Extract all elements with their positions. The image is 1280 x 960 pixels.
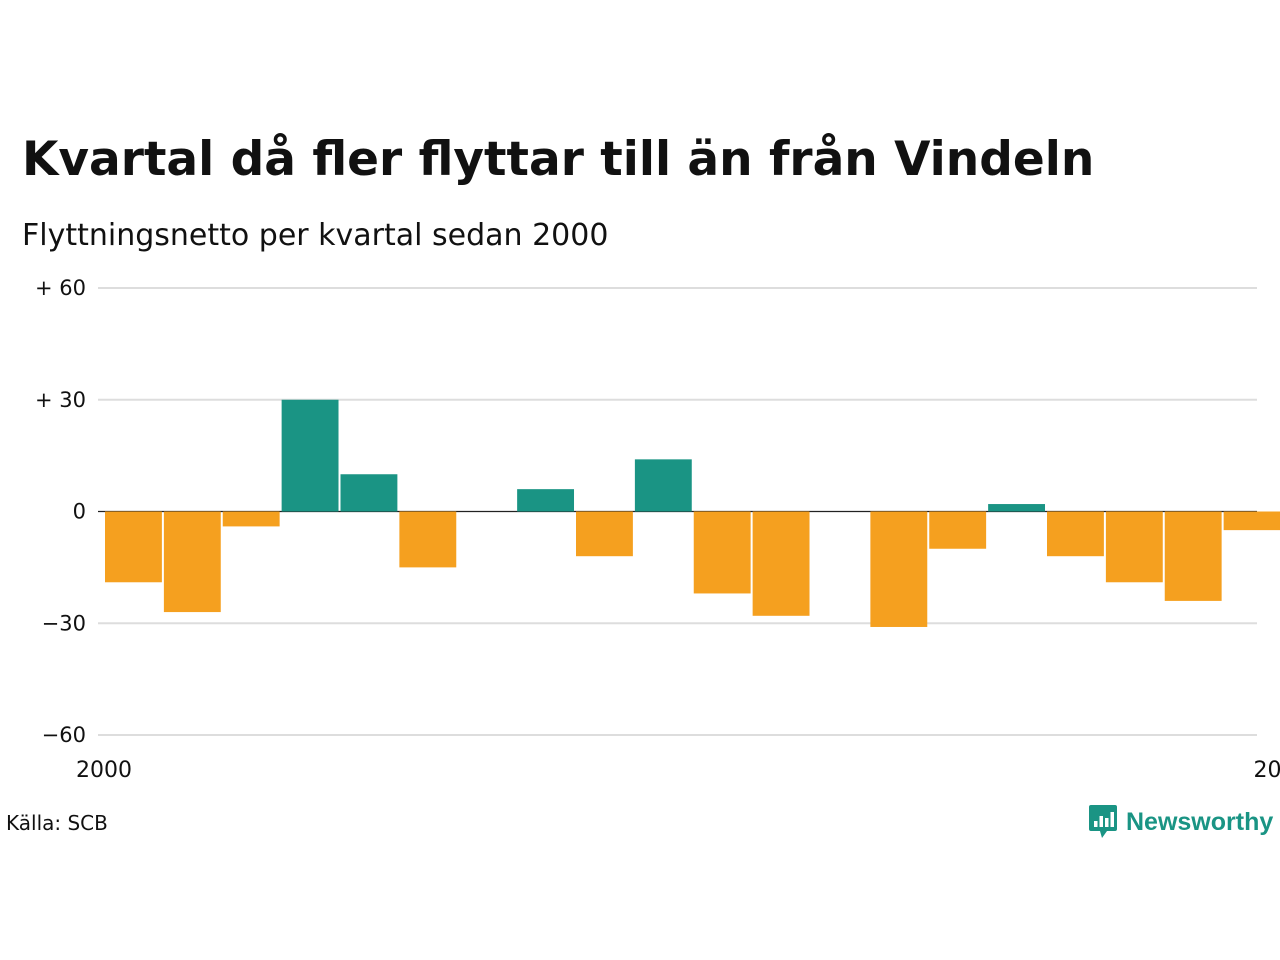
- bar: [634, 459, 692, 512]
- bar: [340, 474, 398, 512]
- y-tick-label: + 60: [35, 276, 86, 300]
- newsworthy-logo-icon: [1089, 805, 1117, 838]
- bar: [576, 511, 633, 557]
- x-tick-label: 2005: [1254, 758, 1280, 783]
- bar: [1223, 511, 1280, 531]
- y-tick-label: −30: [42, 611, 86, 635]
- bar: [693, 511, 751, 594]
- brand-name: Newsworthy: [1126, 807, 1274, 836]
- chart-subtitle: Flyttningsnetto per kvartal sedan 2000: [22, 218, 609, 253]
- chart-title: Kvartal då fler flyttar till än från Vin…: [22, 132, 1095, 187]
- bar: [929, 511, 987, 549]
- bars: [105, 399, 1280, 627]
- y-tick-label: + 30: [35, 388, 86, 412]
- y-axis-ticks: + 60 + 30 0 −30 −60: [35, 276, 86, 747]
- bar: [222, 511, 280, 527]
- bar: [105, 511, 162, 583]
- y-tick-label: −60: [42, 723, 86, 747]
- brand-logo: Newsworthy: [1088, 804, 1273, 840]
- bar: [752, 511, 810, 616]
- bar: [870, 511, 928, 627]
- x-axis-ticks: 20002005201020152020: [76, 758, 1280, 783]
- bar: [1164, 511, 1222, 601]
- bar: [988, 504, 1046, 512]
- bar: [281, 399, 339, 512]
- bar: [163, 511, 221, 613]
- bar-chart: + 60+ 300−30−60 20002005201020152020: [35, 276, 1280, 783]
- source-note: Källa: SCB: [6, 811, 108, 835]
- bar: [399, 511, 457, 568]
- bar: [1047, 511, 1104, 557]
- y-tick-label: 0: [73, 500, 86, 524]
- bar: [1105, 511, 1163, 583]
- bar: [517, 489, 575, 512]
- x-tick-label: 2000: [76, 758, 132, 783]
